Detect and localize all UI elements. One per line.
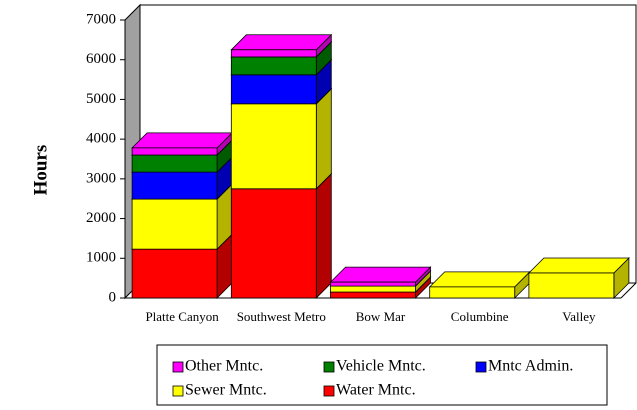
bar-side xyxy=(315,172,332,299)
y-tick-label: 1000 xyxy=(86,250,116,266)
legend-label: Other Mntc. xyxy=(185,358,263,375)
bar-segment xyxy=(230,188,317,299)
bar-segment xyxy=(131,171,218,200)
bar-segment xyxy=(230,49,317,58)
legend-label: Sewer Mntc. xyxy=(185,382,267,399)
bar-segment xyxy=(131,154,218,173)
y-tick-label: 5000 xyxy=(86,91,116,107)
bar-side xyxy=(315,87,332,190)
y-tick-label: 2000 xyxy=(86,210,116,226)
bar-segment xyxy=(131,147,218,156)
legend-swatch xyxy=(172,385,184,397)
x-tick-label: Platte Canyon xyxy=(145,309,219,324)
x-tick-label: Columbine xyxy=(450,309,509,324)
bar-segment xyxy=(131,248,218,299)
legend-swatch xyxy=(323,361,335,373)
bar-top xyxy=(230,34,333,51)
x-tick-label: Valley xyxy=(562,309,596,324)
bar-segment xyxy=(429,286,516,299)
bar-top xyxy=(131,132,234,149)
x-tick-label: Bow Mar xyxy=(355,309,406,324)
legend-label: Water Mntc. xyxy=(336,382,416,399)
legend-swatch xyxy=(475,361,487,373)
y-axis-label: Hours xyxy=(30,145,51,196)
bar-top xyxy=(428,271,531,288)
legend-swatch xyxy=(172,361,184,373)
bar-segment xyxy=(230,103,317,190)
y-tick-label: 0 xyxy=(109,289,117,305)
bar-segment xyxy=(131,198,218,250)
bar-segment xyxy=(330,285,416,293)
legend-label: Vehicle Mntc. xyxy=(336,358,426,375)
legend-swatch xyxy=(323,385,335,397)
bar-segment xyxy=(230,56,317,76)
bar-segment xyxy=(330,291,416,299)
y-tick-label: 7000 xyxy=(86,11,116,27)
bar-segment xyxy=(528,272,615,299)
y-tick-label: 3000 xyxy=(86,170,116,186)
floor-line xyxy=(620,282,637,299)
bar-top xyxy=(527,257,630,274)
x-tick-label: Southwest Metro xyxy=(236,309,326,324)
bar-top xyxy=(329,266,432,283)
y-tick-label: 4000 xyxy=(86,131,116,147)
bar-segment xyxy=(230,74,317,105)
legend-label: Mntc Admin. xyxy=(488,358,573,375)
legend xyxy=(156,344,608,406)
y-tick-label: 6000 xyxy=(86,51,116,67)
bar-segment xyxy=(330,281,416,287)
